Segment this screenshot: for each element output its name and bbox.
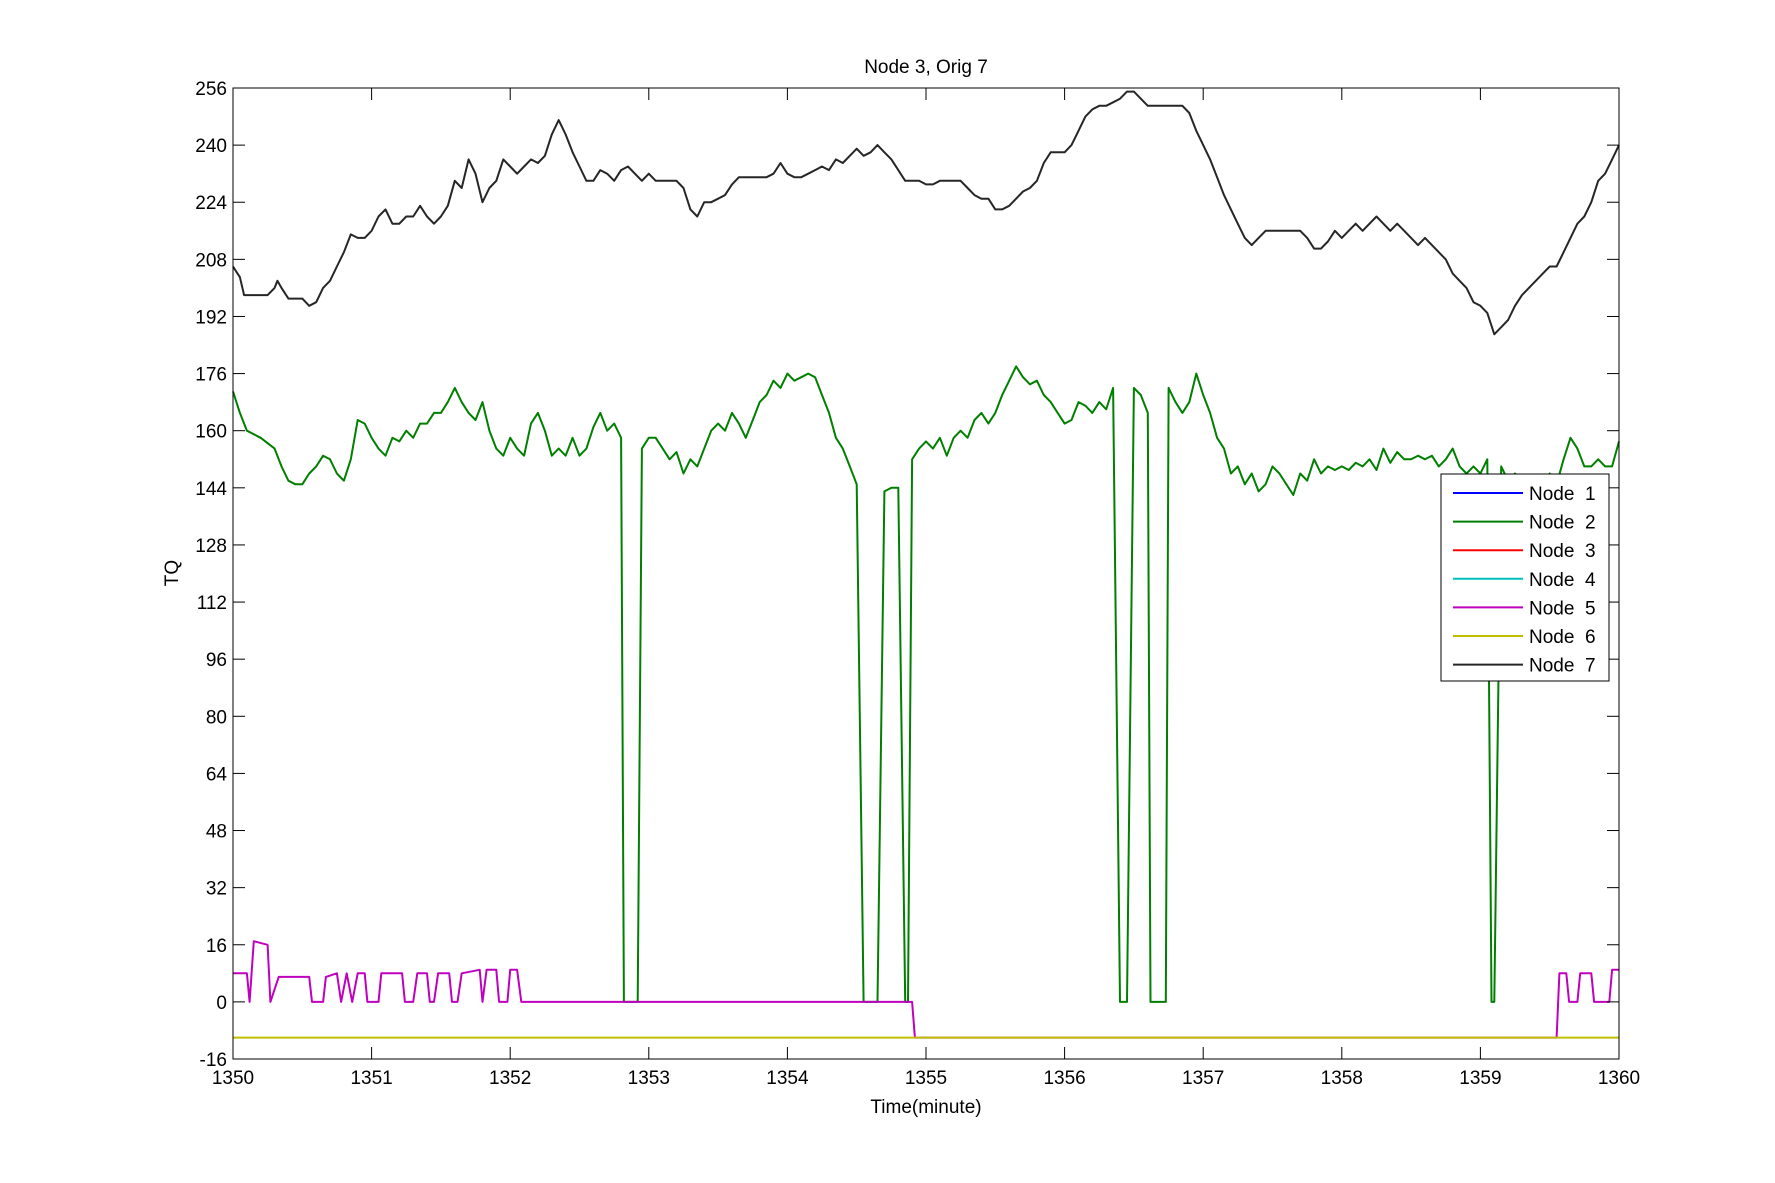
x-tick-label: 1352 — [489, 1068, 531, 1089]
y-tick-label: 240 — [195, 136, 227, 157]
x-tick-label: 1351 — [350, 1068, 392, 1089]
x-axis-label: Time(minute) — [870, 1097, 981, 1118]
series-line-7 — [232, 90, 1620, 336]
legend-label: Node 4 — [1529, 570, 1596, 591]
legend-label: Node 3 — [1529, 541, 1596, 562]
plot-area — [233, 88, 1619, 1059]
legend-label: Node 5 — [1529, 598, 1596, 619]
y-tick-label: 192 — [195, 307, 227, 328]
x-tick-label: 1360 — [1598, 1068, 1640, 1089]
y-tick-label: 80 — [206, 707, 227, 728]
x-axis: 1350 1351 1352 1353 1354 1355 1356 1357 1358 1359… — [212, 88, 1640, 1089]
legend-label: Node 2 — [1529, 513, 1596, 534]
y-tick-label: 48 — [206, 822, 227, 843]
y-tick-label: 0 — [216, 993, 227, 1014]
y-axis-label: TQ — [162, 560, 183, 586]
y-tick-label: 144 — [195, 479, 227, 500]
x-tick-label: 1354 — [766, 1068, 809, 1089]
x-tick-label: 1353 — [628, 1068, 670, 1089]
x-tick-label: 1356 — [1043, 1068, 1085, 1089]
y-tick-label: 176 — [195, 365, 227, 386]
y-axis: -16 0 16 32 48 64 80 96 112 128 144 160 176 192 208 224… — [195, 79, 1619, 1071]
legend-label: Node 7 — [1529, 656, 1596, 677]
y-tick-label: 32 — [206, 879, 227, 900]
series-line-2 — [232, 365, 1620, 1003]
y-tick-label: 208 — [195, 250, 227, 271]
y-tick-label: 64 — [206, 764, 228, 785]
x-tick-label: 1355 — [905, 1068, 947, 1089]
y-tick-label: 160 — [195, 422, 227, 443]
legend-box — [1440, 473, 1610, 682]
x-tick-label: 1350 — [212, 1068, 254, 1089]
legend-label: Node 1 — [1529, 484, 1596, 505]
y-tick-label: 128 — [195, 536, 227, 557]
y-tick-label: 224 — [195, 193, 227, 214]
y-tick-label: 96 — [206, 650, 227, 671]
series-layer — [232, 90, 1620, 1039]
y-tick-label: 16 — [206, 936, 227, 957]
x-tick-label: 1357 — [1182, 1068, 1224, 1089]
legend: Node 1 Node 2 Node 3 Node 4 Node 5 Node 6 Node… — [1440, 473, 1610, 682]
y-tick-label: -16 — [200, 1050, 227, 1071]
x-tick-label: 1359 — [1459, 1068, 1501, 1089]
y-tick-label: 256 — [195, 79, 227, 100]
x-tick-label: 1358 — [1321, 1068, 1363, 1089]
legend-label: Node 6 — [1529, 627, 1596, 648]
series-line-5 — [233, 940, 1619, 1039]
y-tick-label: 112 — [197, 593, 227, 614]
chart-title: Node 3, Orig 7 — [864, 57, 988, 78]
